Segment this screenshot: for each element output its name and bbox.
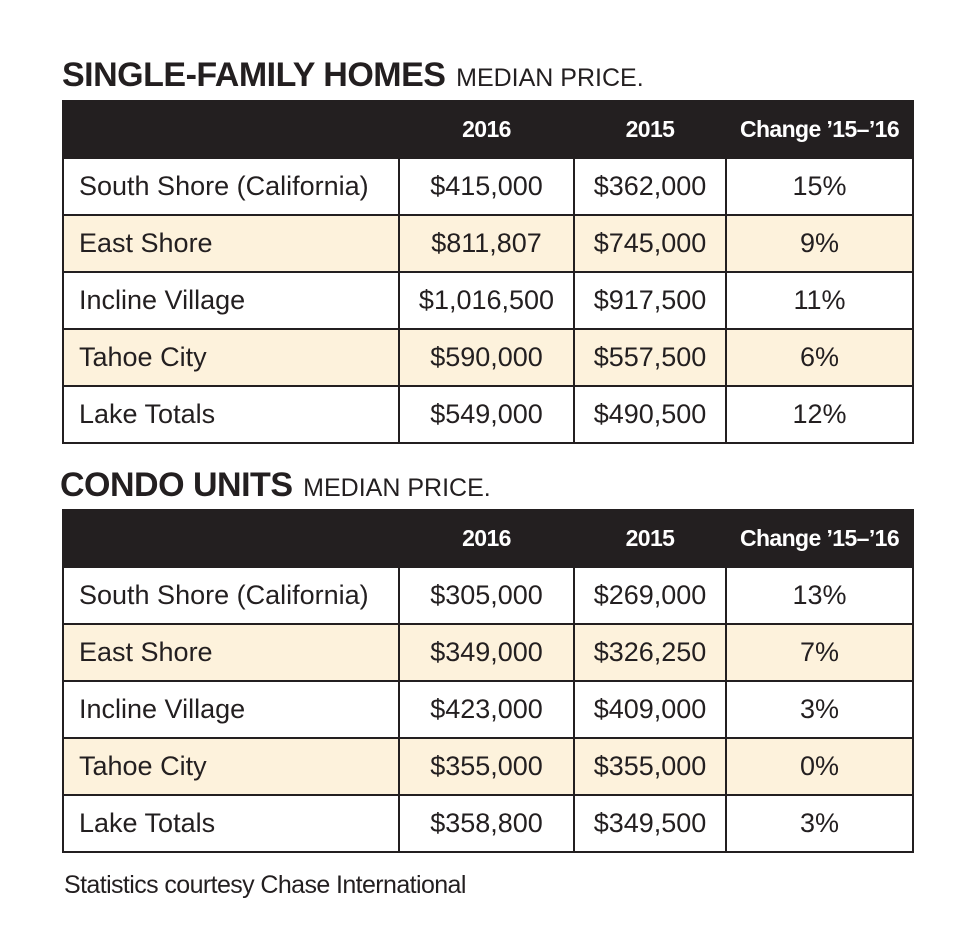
price-2016-cell: $358,800 bbox=[398, 794, 575, 853]
single-family-subheading: MEDIAN PRICE. bbox=[456, 64, 644, 92]
price-2015-cell: $557,500 bbox=[573, 328, 727, 387]
price-2016-cell: $355,000 bbox=[398, 737, 575, 796]
area-cell: Tahoe City bbox=[62, 328, 400, 387]
price-2016-cell: $349,000 bbox=[398, 623, 575, 682]
change-cell: 6% bbox=[725, 328, 914, 387]
table-row: Incline Village $423,000 $409,000 3% bbox=[62, 680, 914, 739]
condo-heading: CONDO UNITS bbox=[60, 466, 293, 504]
price-2015-cell: $326,250 bbox=[573, 623, 727, 682]
area-cell: Incline Village bbox=[62, 680, 400, 739]
price-2015-cell: $745,000 bbox=[573, 214, 727, 273]
change-cell: 13% bbox=[725, 566, 914, 625]
area-cell: East Shore bbox=[62, 214, 400, 273]
price-2015-cell: $917,500 bbox=[573, 271, 727, 330]
header-change: Change ’15–’16 bbox=[725, 100, 914, 159]
price-2015-cell: $349,500 bbox=[573, 794, 727, 853]
change-cell: 9% bbox=[725, 214, 914, 273]
header-2015: 2015 bbox=[573, 100, 727, 159]
price-2015-cell: $355,000 bbox=[573, 737, 727, 796]
area-cell: South Shore (California) bbox=[62, 566, 400, 625]
area-cell: Tahoe City bbox=[62, 737, 400, 796]
header-change: Change ’15–’16 bbox=[725, 509, 914, 568]
header-2016: 2016 bbox=[398, 100, 575, 159]
table-row: Tahoe City $590,000 $557,500 6% bbox=[62, 328, 914, 387]
header-area bbox=[62, 100, 400, 159]
change-cell: 0% bbox=[725, 737, 914, 796]
price-2015-cell: $490,500 bbox=[573, 385, 727, 444]
table-header-row: 2016 2015 Change ’15–’16 bbox=[62, 509, 914, 568]
price-2015-cell: $362,000 bbox=[573, 157, 727, 216]
table-row: Tahoe City $355,000 $355,000 0% bbox=[62, 737, 914, 796]
single-family-table: 2016 2015 Change ’15–’16 South Shore (Ca… bbox=[62, 100, 914, 444]
condo-title: CONDO UNITS MEDIAN PRICE. bbox=[60, 468, 491, 502]
table-header-row: 2016 2015 Change ’15–’16 bbox=[62, 100, 914, 159]
table-row: East Shore $349,000 $326,250 7% bbox=[62, 623, 914, 682]
table-row: Lake Totals $549,000 $490,500 12% bbox=[62, 385, 914, 444]
area-cell: Incline Village bbox=[62, 271, 400, 330]
change-cell: 15% bbox=[725, 157, 914, 216]
price-2015-cell: $269,000 bbox=[573, 566, 727, 625]
single-family-title: SINGLE-FAMILY HOMES MEDIAN PRICE. bbox=[62, 58, 644, 92]
header-2016: 2016 bbox=[398, 509, 575, 568]
price-2016-cell: $590,000 bbox=[398, 328, 575, 387]
price-2016-cell: $549,000 bbox=[398, 385, 575, 444]
price-2016-cell: $423,000 bbox=[398, 680, 575, 739]
change-cell: 11% bbox=[725, 271, 914, 330]
area-cell: Lake Totals bbox=[62, 794, 400, 853]
price-2016-cell: $415,000 bbox=[398, 157, 575, 216]
table-row: Lake Totals $358,800 $349,500 3% bbox=[62, 794, 914, 853]
condo-subheading: MEDIAN PRICE. bbox=[303, 474, 491, 502]
change-cell: 3% bbox=[725, 794, 914, 853]
price-2015-cell: $409,000 bbox=[573, 680, 727, 739]
price-2016-cell: $305,000 bbox=[398, 566, 575, 625]
table-row: South Shore (California) $305,000 $269,0… bbox=[62, 566, 914, 625]
table-row: Incline Village $1,016,500 $917,500 11% bbox=[62, 271, 914, 330]
table-row: East Shore $811,807 $745,000 9% bbox=[62, 214, 914, 273]
table-row: South Shore (California) $415,000 $362,0… bbox=[62, 157, 914, 216]
condo-table: 2016 2015 Change ’15–’16 South Shore (Ca… bbox=[62, 509, 914, 853]
source-footnote: Statistics courtesy Chase International bbox=[64, 871, 466, 899]
change-cell: 3% bbox=[725, 680, 914, 739]
price-2016-cell: $811,807 bbox=[398, 214, 575, 273]
change-cell: 12% bbox=[725, 385, 914, 444]
header-area bbox=[62, 509, 400, 568]
change-cell: 7% bbox=[725, 623, 914, 682]
area-cell: South Shore (California) bbox=[62, 157, 400, 216]
area-cell: East Shore bbox=[62, 623, 400, 682]
area-cell: Lake Totals bbox=[62, 385, 400, 444]
price-2016-cell: $1,016,500 bbox=[398, 271, 575, 330]
header-2015: 2015 bbox=[573, 509, 727, 568]
single-family-heading: SINGLE-FAMILY HOMES bbox=[62, 56, 446, 94]
